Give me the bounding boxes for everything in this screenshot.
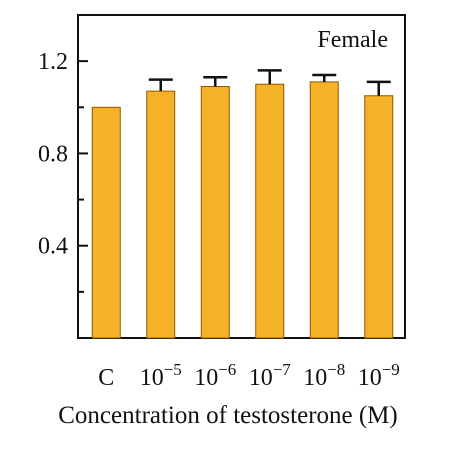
- bar: [309, 81, 339, 339]
- x-tick-label: C: [98, 365, 114, 391]
- y-tick-label: 1.2: [38, 49, 68, 75]
- bar: [255, 83, 285, 339]
- x-tick-label: 10−6: [194, 360, 236, 391]
- plot-frame: [77, 14, 406, 339]
- y-tick-label: 0.8: [38, 141, 68, 167]
- bar: [364, 95, 394, 339]
- x-tick-label: 10−9: [358, 360, 400, 391]
- chart-annotation: Female: [317, 27, 388, 53]
- x-axis-label: Concentration of testosterone (M): [58, 402, 398, 429]
- bar: [91, 106, 121, 339]
- y-tick-label: 0.4: [38, 234, 68, 260]
- x-tick-label: 10−5: [140, 360, 182, 391]
- x-tick-label: 10−8: [303, 360, 345, 391]
- x-tick-label: 10−7: [249, 360, 292, 391]
- bar: [146, 90, 176, 339]
- bar: [200, 86, 230, 339]
